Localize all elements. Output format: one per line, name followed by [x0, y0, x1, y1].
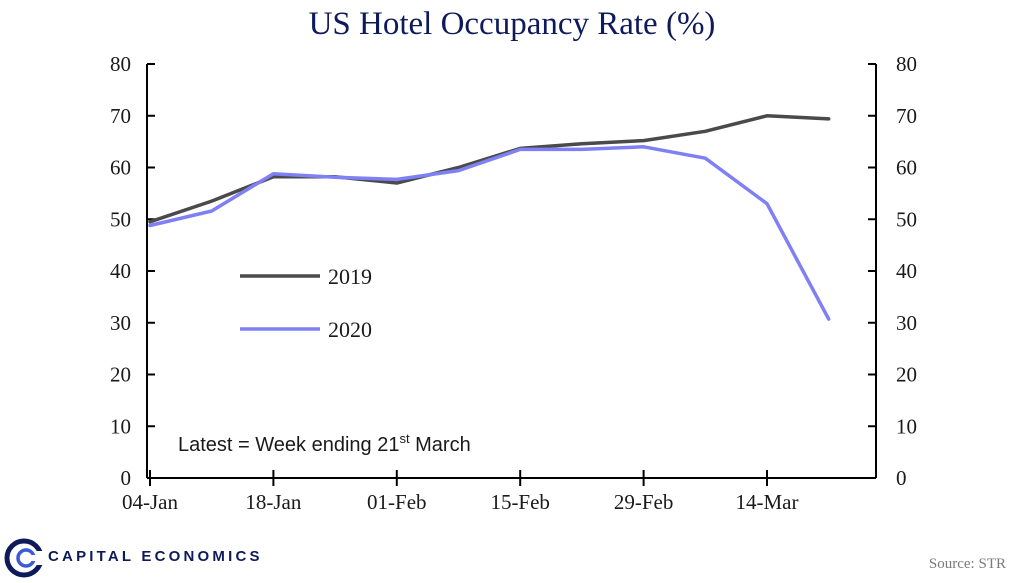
series-lines — [148, 114, 831, 321]
y-tick-label: 0 — [121, 466, 132, 490]
y2-tick-label: 40 — [896, 259, 917, 283]
series-line-2020 — [148, 145, 831, 321]
y-tick-label: 50 — [110, 207, 131, 231]
y2-tick-label: 10 — [896, 414, 917, 438]
x-tick-label: 29-Feb — [614, 490, 674, 514]
y-tick-label: 40 — [110, 259, 131, 283]
x-tick-label: 01-Feb — [367, 490, 427, 514]
x-tick-label: 15-Feb — [490, 490, 550, 514]
x-tick-label: 04-Jan — [122, 490, 178, 514]
y-tick-label: 30 — [110, 311, 131, 335]
tick-labels: 0 10 20 30 40 50 60 70 80 0 10 20 30 40 50 60 70 80 04-Jan… — [110, 52, 917, 514]
annotation-latest: Latest = Week ending 21st March — [178, 431, 471, 456]
y-tick-label: 20 — [110, 363, 131, 387]
annotation-suffix: March — [410, 434, 471, 456]
y-tick-label: 60 — [110, 156, 131, 180]
chart-title: US Hotel Occupancy Rate (%) — [308, 6, 716, 42]
y2-tick-label: 20 — [896, 363, 917, 387]
x-tick-label: 18-Jan — [245, 490, 301, 514]
y2-tick-label: 50 — [896, 207, 917, 231]
annotation-main-text: Latest = Week ending 21 — [178, 434, 399, 456]
brand-name: CAPITAL ECONOMICS — [48, 548, 263, 565]
annotation-superscript: st — [399, 431, 410, 446]
legend: 2019 2020 — [240, 264, 372, 342]
y-tick-label: 80 — [110, 52, 131, 76]
y2-tick-label: 70 — [896, 104, 917, 128]
y-tick-label: 70 — [110, 104, 131, 128]
y2-tick-label: 80 — [896, 52, 917, 76]
y2-tick-label: 30 — [896, 311, 917, 335]
x-tick-label: 14-Mar — [736, 490, 799, 514]
axes — [146, 63, 877, 486]
y-tick-label: 10 — [110, 414, 131, 438]
y2-tick-label: 0 — [896, 466, 907, 490]
source-note: Source: STR — [928, 556, 1006, 572]
series-line-2019 — [148, 114, 831, 224]
legend-label-2019: 2019 — [328, 264, 372, 289]
y2-tick-label: 60 — [896, 156, 917, 180]
capital-economics-logo-icon — [4, 538, 46, 578]
legend-label-2020: 2020 — [328, 317, 372, 342]
